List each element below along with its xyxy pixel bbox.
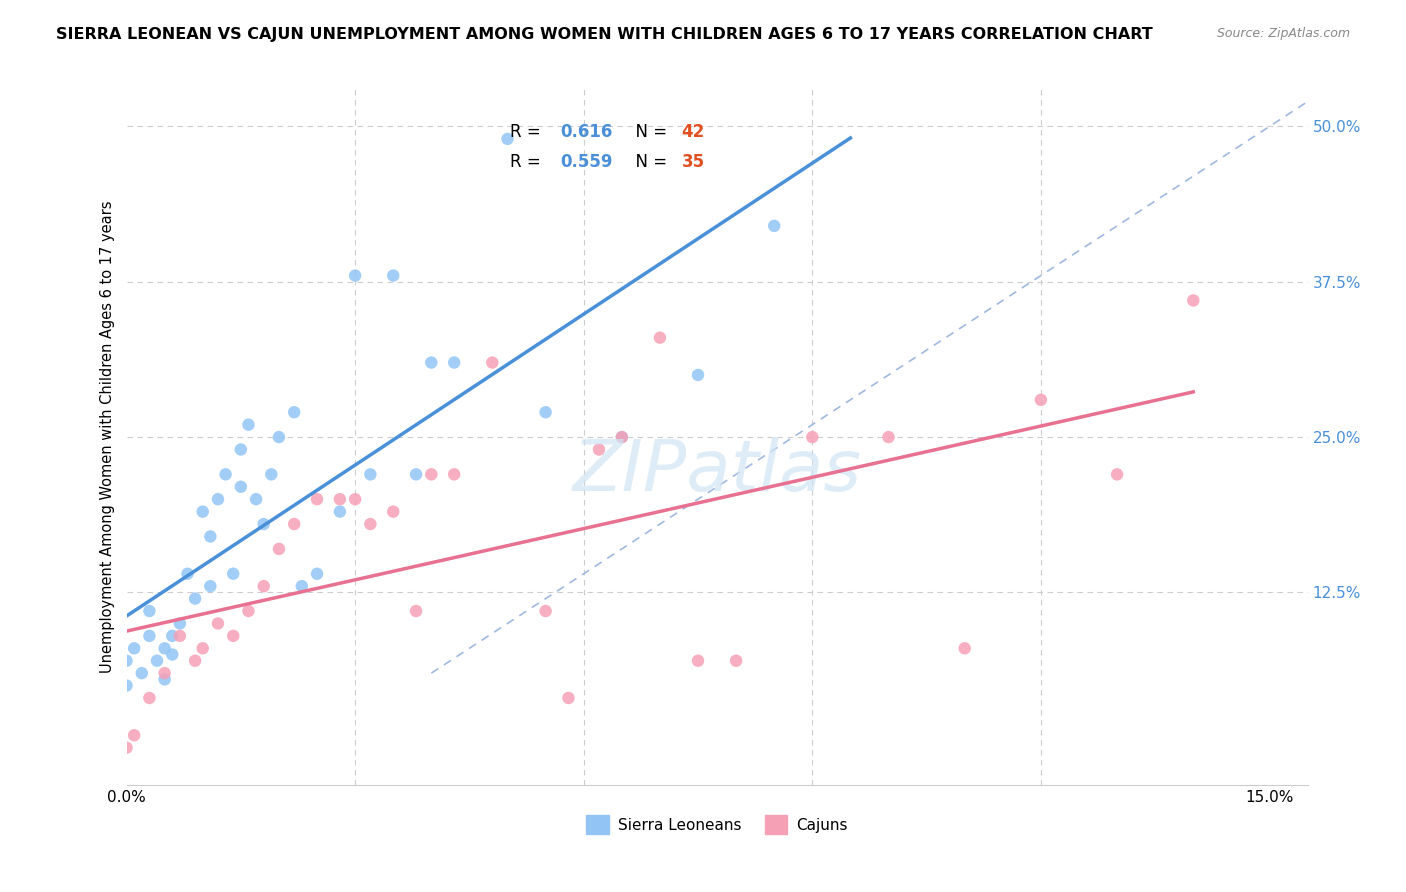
Point bbox=[267, 541, 290, 556]
Point bbox=[534, 405, 557, 419]
Point bbox=[169, 616, 191, 631]
Point bbox=[200, 529, 222, 543]
Text: N =: N = bbox=[624, 153, 672, 171]
Point bbox=[329, 492, 352, 507]
Point bbox=[344, 492, 367, 507]
Text: R =: R = bbox=[510, 153, 547, 171]
Point bbox=[953, 641, 976, 656]
Point bbox=[214, 467, 236, 482]
Text: ZIPatlas: ZIPatlas bbox=[572, 437, 862, 507]
Point bbox=[610, 430, 633, 444]
Point bbox=[359, 467, 381, 482]
Text: 35: 35 bbox=[682, 153, 704, 171]
Point bbox=[207, 616, 229, 631]
Point bbox=[238, 417, 260, 432]
Point bbox=[420, 355, 443, 369]
Point bbox=[283, 405, 305, 419]
Point bbox=[245, 492, 267, 507]
Point bbox=[229, 442, 252, 457]
Point bbox=[588, 442, 610, 457]
Point bbox=[1182, 293, 1205, 308]
Point bbox=[115, 679, 138, 693]
Point bbox=[115, 740, 138, 755]
Point bbox=[405, 604, 427, 618]
Point bbox=[557, 690, 579, 705]
Point bbox=[443, 467, 465, 482]
Point bbox=[207, 492, 229, 507]
Point bbox=[253, 517, 276, 532]
Point bbox=[176, 566, 198, 581]
Point bbox=[122, 728, 145, 742]
Text: SIERRA LEONEAN VS CAJUN UNEMPLOYMENT AMONG WOMEN WITH CHILDREN AGES 6 TO 17 YEAR: SIERRA LEONEAN VS CAJUN UNEMPLOYMENT AMO… bbox=[56, 27, 1153, 42]
Point bbox=[610, 430, 633, 444]
Y-axis label: Unemployment Among Women with Children Ages 6 to 17 years: Unemployment Among Women with Children A… bbox=[100, 201, 115, 673]
Point bbox=[200, 579, 222, 593]
Text: 0.616: 0.616 bbox=[560, 122, 613, 141]
Point bbox=[191, 505, 214, 519]
Text: 42: 42 bbox=[682, 122, 704, 141]
Point bbox=[184, 654, 207, 668]
Point bbox=[253, 579, 276, 593]
Point bbox=[686, 368, 709, 382]
Point bbox=[146, 654, 169, 668]
Point bbox=[162, 648, 184, 662]
Point bbox=[153, 641, 176, 656]
Point bbox=[169, 629, 191, 643]
Point bbox=[443, 355, 465, 369]
Point bbox=[291, 579, 314, 593]
Point bbox=[115, 654, 138, 668]
Point bbox=[138, 690, 160, 705]
Point bbox=[405, 467, 427, 482]
Point bbox=[725, 654, 748, 668]
Point bbox=[267, 430, 290, 444]
Point bbox=[382, 268, 405, 283]
Point bbox=[481, 355, 503, 369]
Point bbox=[260, 467, 283, 482]
Point bbox=[191, 641, 214, 656]
Point bbox=[359, 517, 381, 532]
Point bbox=[1029, 392, 1052, 407]
Point bbox=[131, 666, 153, 681]
Point bbox=[1107, 467, 1129, 482]
Point bbox=[382, 505, 405, 519]
Point bbox=[162, 629, 184, 643]
Point bbox=[496, 132, 519, 146]
Point bbox=[184, 591, 207, 606]
Text: Source: ZipAtlas.com: Source: ZipAtlas.com bbox=[1216, 27, 1350, 40]
Point bbox=[305, 492, 328, 507]
Point bbox=[153, 673, 176, 687]
Point bbox=[801, 430, 824, 444]
Point bbox=[222, 629, 245, 643]
Point bbox=[122, 641, 145, 656]
Point bbox=[329, 505, 352, 519]
Point bbox=[153, 666, 176, 681]
Point bbox=[138, 629, 160, 643]
Point bbox=[305, 566, 328, 581]
Point bbox=[229, 480, 252, 494]
Point bbox=[648, 331, 671, 345]
Text: R =: R = bbox=[510, 122, 547, 141]
Text: 0.559: 0.559 bbox=[560, 153, 613, 171]
Point bbox=[686, 654, 709, 668]
Legend: Sierra Leoneans, Cajuns: Sierra Leoneans, Cajuns bbox=[579, 809, 855, 840]
Point bbox=[877, 430, 900, 444]
Point bbox=[420, 467, 443, 482]
Point bbox=[238, 604, 260, 618]
Point bbox=[222, 566, 245, 581]
Text: N =: N = bbox=[624, 122, 672, 141]
Point bbox=[344, 268, 367, 283]
Point bbox=[534, 604, 557, 618]
Point bbox=[283, 517, 305, 532]
Point bbox=[763, 219, 786, 233]
Point bbox=[138, 604, 160, 618]
